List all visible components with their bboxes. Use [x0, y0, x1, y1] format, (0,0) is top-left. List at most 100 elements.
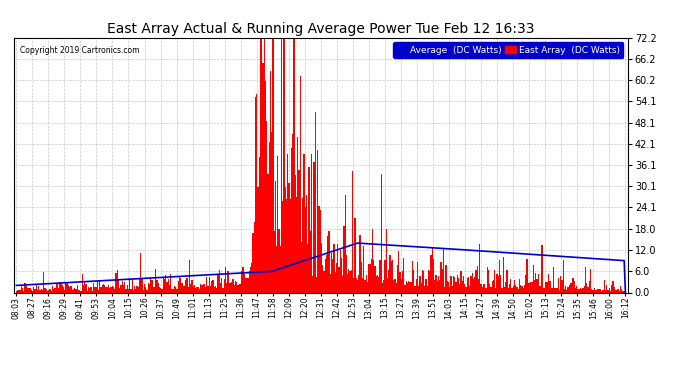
Bar — [246, 278, 247, 292]
Bar — [446, 281, 448, 292]
Bar — [362, 278, 363, 292]
Bar — [422, 270, 423, 292]
Bar — [429, 271, 431, 292]
Bar — [295, 176, 296, 292]
Bar — [442, 269, 443, 292]
Bar — [433, 259, 434, 292]
Bar — [200, 284, 201, 292]
Bar — [216, 288, 217, 292]
Bar — [444, 287, 446, 292]
Bar — [384, 260, 386, 292]
Bar — [602, 290, 604, 292]
Bar — [578, 290, 579, 292]
Bar — [62, 285, 63, 292]
Bar — [562, 260, 564, 292]
Bar — [268, 141, 270, 292]
Bar — [449, 287, 451, 292]
Bar — [126, 285, 128, 292]
Bar — [423, 271, 424, 292]
Bar — [397, 265, 398, 292]
Bar — [81, 274, 83, 292]
Bar — [290, 200, 291, 292]
Bar — [575, 288, 576, 292]
Bar — [473, 279, 474, 292]
Bar — [193, 286, 194, 292]
Bar — [262, 63, 264, 292]
Bar — [599, 289, 600, 292]
Bar — [217, 274, 219, 292]
Bar — [457, 275, 458, 292]
Bar — [525, 275, 526, 292]
Bar — [41, 290, 42, 292]
Bar — [239, 284, 240, 292]
Bar — [166, 282, 168, 292]
Bar — [573, 281, 575, 292]
Bar — [150, 278, 151, 292]
Bar — [560, 276, 561, 292]
Bar — [493, 280, 494, 292]
Bar — [145, 287, 146, 292]
Bar — [395, 283, 397, 292]
Bar — [245, 278, 246, 292]
Bar — [69, 287, 70, 292]
Bar — [335, 272, 336, 292]
Bar — [382, 283, 383, 292]
Bar — [27, 288, 28, 292]
Bar — [109, 288, 110, 292]
Bar — [548, 274, 549, 292]
Bar — [93, 283, 94, 292]
Bar — [381, 174, 382, 292]
Bar — [579, 289, 580, 292]
Bar — [230, 283, 231, 292]
Bar — [506, 270, 508, 292]
Bar — [515, 285, 516, 292]
Bar — [570, 283, 571, 292]
Bar — [221, 278, 222, 292]
Bar — [141, 278, 143, 292]
Bar — [189, 260, 190, 292]
Bar — [106, 287, 108, 292]
Bar — [339, 251, 341, 292]
Bar — [569, 285, 570, 292]
Bar — [168, 279, 169, 292]
Bar — [348, 268, 350, 292]
Bar — [542, 288, 544, 292]
Bar — [465, 287, 466, 292]
Bar — [228, 284, 230, 292]
Bar — [367, 282, 368, 292]
Bar — [509, 284, 510, 292]
Bar — [305, 207, 306, 292]
Bar — [63, 287, 64, 292]
Bar — [460, 271, 462, 292]
Title: East Array Actual & Running Average Power Tue Feb 12 16:33: East Array Actual & Running Average Powe… — [107, 22, 535, 36]
Bar — [304, 154, 305, 292]
Bar — [129, 278, 130, 292]
Bar — [612, 281, 613, 292]
Bar — [471, 273, 473, 292]
Bar — [622, 291, 624, 292]
Bar — [479, 244, 480, 292]
Bar — [383, 280, 384, 292]
Bar — [144, 285, 145, 292]
Bar — [590, 268, 591, 292]
Bar — [580, 288, 581, 292]
Bar — [411, 282, 412, 292]
Bar — [159, 287, 160, 292]
Bar — [255, 98, 256, 292]
Bar — [163, 278, 164, 292]
Bar — [16, 291, 17, 292]
Bar — [114, 289, 115, 292]
Bar — [357, 280, 358, 292]
Bar — [292, 134, 293, 292]
Bar — [402, 271, 403, 292]
Bar — [503, 257, 504, 292]
Bar — [566, 290, 567, 292]
Bar — [222, 288, 224, 292]
Bar — [420, 284, 422, 292]
Bar — [113, 286, 114, 292]
Bar — [104, 285, 106, 292]
Bar — [415, 279, 417, 292]
Bar — [134, 286, 135, 292]
Bar — [259, 157, 260, 292]
Bar — [130, 290, 132, 292]
